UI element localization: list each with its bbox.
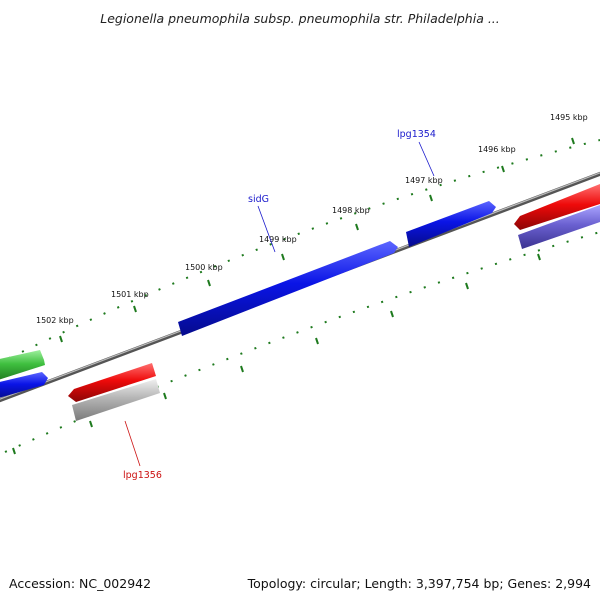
gene-sidG[interactable] bbox=[178, 241, 398, 336]
map-title: Legionella pneumophila subsp. pneumophil… bbox=[100, 11, 500, 26]
gene-label-sidG[interactable]: sidG bbox=[248, 194, 269, 205]
inner-tick-mark bbox=[315, 337, 319, 345]
scale-label-1499: 1499 kbp bbox=[259, 235, 297, 244]
label-leader-lpg1354 bbox=[418, 141, 435, 177]
gene-lpg1354[interactable] bbox=[406, 201, 496, 247]
gene-feature-red-left[interactable] bbox=[68, 363, 156, 402]
scale-label-1502: 1502 kbp bbox=[36, 316, 74, 325]
tick-mark-1501 bbox=[133, 305, 137, 313]
gene-feature-blue-left[interactable] bbox=[0, 372, 48, 399]
genome-summary: Topology: circular; Length: 3,397,754 bp… bbox=[247, 576, 591, 591]
scale-label-1496: 1496 kbp bbox=[478, 145, 516, 154]
inner-tick-mark bbox=[465, 282, 469, 290]
outer-tick-minor bbox=[0, 139, 600, 364]
inner-tick-mark bbox=[390, 310, 394, 318]
tick-mark-1495 bbox=[571, 137, 575, 145]
outer-scale-ticks bbox=[0, 137, 600, 364]
scale-label-1497: 1497 kbp bbox=[405, 176, 443, 185]
gene-feature-red-right[interactable] bbox=[514, 184, 600, 230]
label-leader-lpg1356 bbox=[124, 420, 141, 467]
scale-label-1495: 1495 kbp bbox=[550, 113, 588, 122]
tick-mark-1502 bbox=[59, 335, 63, 343]
gene-lpg1356[interactable] bbox=[72, 379, 160, 421]
inner-tick-mark bbox=[537, 253, 541, 261]
tick-mark-1498 bbox=[355, 223, 359, 231]
label-leader-sidG bbox=[257, 205, 276, 253]
accession-label: Accession: NC_002942 bbox=[9, 576, 152, 591]
tick-mark-1499 bbox=[281, 253, 285, 261]
tick-mark-1496 bbox=[501, 165, 505, 173]
tick-mark-1500 bbox=[207, 279, 211, 287]
gene-label-lpg1354[interactable]: lpg1354 bbox=[397, 129, 436, 140]
scale-label-1500: 1500 kbp bbox=[185, 263, 223, 272]
inner-tick-mark bbox=[240, 365, 244, 373]
scale-label-1498: 1498 kbp bbox=[332, 206, 370, 215]
scale-label-1501: 1501 kbp bbox=[111, 290, 149, 299]
gene-label-lpg1356[interactable]: lpg1356 bbox=[123, 470, 162, 481]
gene-feature-lavender[interactable] bbox=[518, 205, 600, 249]
gene-feature-green[interactable] bbox=[0, 350, 45, 381]
inner-tick-mark bbox=[89, 420, 93, 428]
inner-tick-mark bbox=[12, 447, 16, 455]
inner-tick-minor bbox=[4, 231, 600, 453]
tick-mark-1497 bbox=[429, 194, 433, 202]
inner-tick-mark bbox=[163, 392, 167, 400]
inner-scale-ticks bbox=[4, 231, 600, 455]
